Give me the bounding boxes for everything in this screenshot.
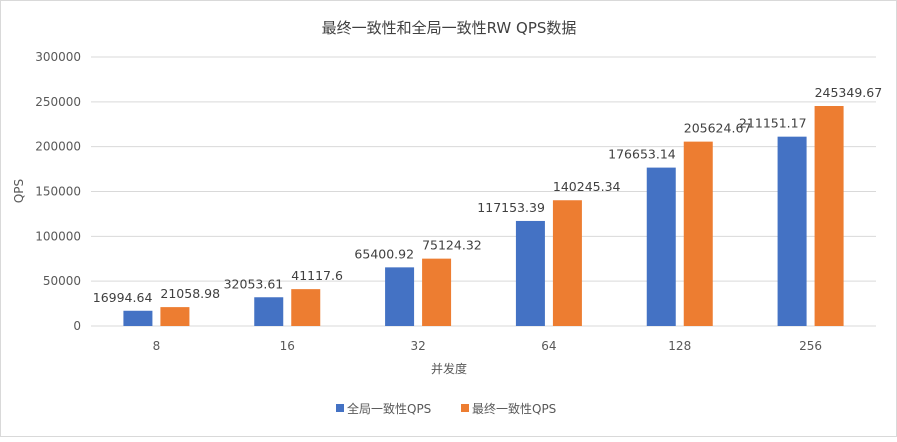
y-tick-label: 0	[73, 319, 81, 333]
x-tick-label: 8	[153, 339, 161, 353]
bar	[291, 289, 321, 326]
bar	[123, 310, 153, 326]
data-label: 140245.34	[553, 179, 621, 194]
data-label: 176653.14	[608, 147, 676, 162]
bar	[683, 141, 713, 326]
bar	[254, 297, 284, 326]
y-tick-label: 150000	[35, 185, 81, 199]
chart-title: 最终一致性和全局一致性RW QPS数据	[322, 19, 577, 37]
legend-swatch	[336, 404, 344, 412]
x-axis-label: 并发度	[431, 361, 467, 376]
data-label: 21058.98	[160, 286, 220, 301]
bar	[385, 267, 415, 326]
legend-swatch	[461, 404, 469, 412]
data-label: 32053.61	[224, 276, 284, 291]
data-label: 205624.67	[684, 121, 752, 136]
y-axis-label: QPS	[12, 179, 26, 203]
bar	[422, 258, 452, 326]
x-tick-label: 64	[541, 339, 556, 353]
bar	[552, 200, 582, 326]
data-label: 245349.67	[815, 85, 883, 100]
y-tick-label: 250000	[35, 95, 81, 109]
y-tick-label: 50000	[43, 274, 81, 288]
data-label: 75124.32	[422, 238, 482, 253]
y-tick-label: 300000	[35, 50, 81, 64]
legend-entry: 全局一致性QPS	[347, 401, 431, 416]
data-label: 65400.92	[354, 246, 414, 261]
x-tick-label: 128	[668, 339, 691, 353]
bar	[160, 307, 190, 326]
data-label: 211151.17	[739, 116, 807, 131]
y-tick-label: 100000	[35, 229, 81, 243]
legend-entry: 最终一致性QPS	[472, 401, 556, 416]
x-tick-label: 256	[799, 339, 822, 353]
x-tick-label: 16	[280, 339, 295, 353]
bar	[777, 136, 807, 326]
bar	[515, 220, 545, 326]
data-label: 16994.64	[93, 290, 153, 305]
x-tick-label: 32	[410, 339, 425, 353]
bar	[814, 106, 844, 326]
data-label: 117153.39	[477, 200, 545, 215]
y-tick-label: 200000	[35, 140, 81, 154]
data-label: 41117.6	[291, 268, 343, 283]
bar	[646, 167, 676, 326]
